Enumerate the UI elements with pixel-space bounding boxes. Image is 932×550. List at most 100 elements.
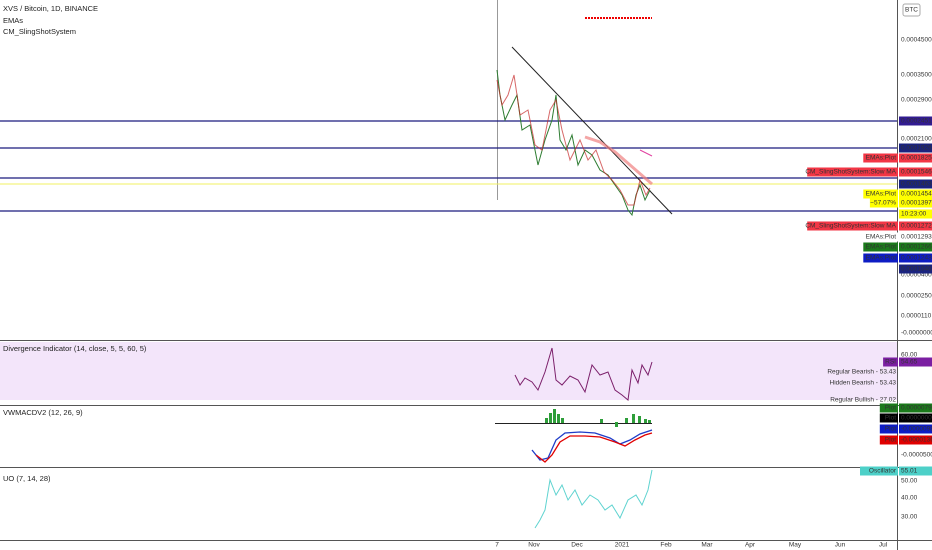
pane-title: UO (7, 14, 28) [3, 474, 51, 483]
price-tag-box [899, 198, 932, 208]
price-tag-label-box [883, 357, 898, 367]
price-tag-box [899, 153, 932, 163]
time-axis-label: May [789, 542, 802, 549]
price-tag-label: EMAs:Plot [866, 234, 897, 241]
indicator-name: EMAs [3, 16, 23, 25]
price-tag-label: EMAs:Plot [866, 244, 897, 251]
price-tag-label-box [807, 167, 898, 177]
price-axis-label: 0.0002900 [901, 97, 932, 104]
price-axis-label: 0.0004500 [901, 37, 932, 44]
price-tag-value: 0.0001243 [901, 255, 932, 262]
price-tag-label-box [863, 253, 898, 263]
price-tag-label-box [860, 466, 898, 476]
price-tag-label: Oscillator [869, 468, 897, 475]
price-tag-label: EMAs:Plot [866, 255, 897, 262]
currency-box [902, 3, 921, 17]
pane-axis-label: 50.00 [901, 478, 918, 485]
price-tag-value: 0.0001266 [901, 244, 932, 251]
price-tag-label-box [863, 189, 898, 199]
price-tag-value: -0.0000136 [901, 437, 932, 444]
time-axis-label: 7 [495, 542, 499, 549]
price-tag-label: CM_SlingShotSystem:Slow MA [805, 223, 896, 230]
horizontal-levels [0, 120, 897, 212]
time-axis-label: Jul [879, 542, 888, 549]
price-axis-label: 0.0003500 [901, 72, 932, 79]
price-tag-box [899, 242, 932, 252]
divergence-note: Regular Bearish - 53.43 [827, 369, 896, 376]
signal-line [535, 432, 653, 463]
currency: BTC [905, 7, 918, 14]
price-tag-label: Plot [885, 405, 896, 412]
pane-axis-label: -0.0000500 [901, 452, 932, 459]
price-tag-label-box [863, 232, 898, 242]
price-tag-value: 0.0001546 [901, 169, 932, 176]
price-tag-value: 0.0001397 [901, 200, 932, 207]
price-tag-label-box [879, 403, 898, 413]
price-tag-box [899, 209, 932, 219]
price-tag-label-box [879, 413, 898, 423]
price-tag-value: 10:23:00 [901, 211, 927, 218]
price-tag-box [899, 424, 932, 434]
slow-ma [584, 135, 653, 186]
price-tag-value: 0.0001046 [901, 266, 932, 273]
price-tag-label: EMAs:Plot [866, 191, 897, 198]
price-tag-value: 0.0001926 [901, 145, 932, 152]
price-axis-label: 0.0000250 [901, 293, 932, 300]
price-tag-label: Plot [885, 426, 896, 433]
price-axis-label: 0.0002100 [901, 136, 932, 143]
price-tag-box [899, 403, 932, 413]
price-series-2 [496, 74, 651, 206]
price-tag-label: −57.07% [870, 200, 896, 207]
price-tag-value: -0.0000098 [901, 426, 932, 433]
price-tag-value: 0.0001463 [901, 181, 932, 188]
price-tag-label-box [879, 424, 898, 434]
price-tag-label: EMAs:Plot [866, 155, 897, 162]
macd-line [531, 429, 653, 461]
price-tag-label: Plot [885, 437, 896, 444]
pane-title: VWMACDV2 (12, 26, 9) [3, 408, 83, 417]
trend-line [511, 46, 673, 215]
price-tag-box [899, 357, 932, 367]
price-tag-label: CM_SlingShotSystem:Slow MA [805, 169, 896, 176]
time-axis-label: Apr [745, 542, 756, 549]
price-tag-box [899, 466, 932, 476]
price-tag-box [899, 232, 932, 242]
price-series [496, 69, 651, 217]
price-tag-value: 54.65 [901, 359, 918, 366]
price-tag-box [899, 179, 932, 189]
price-tag-box [899, 413, 932, 423]
price-tag-label: RSI [885, 359, 896, 366]
price-tag-value: 0.0001272 [901, 223, 932, 230]
price-tag-box [899, 253, 932, 263]
price-tag-label: Plot [885, 415, 896, 422]
price-tag-label-box [879, 435, 898, 445]
price-tag-box [899, 221, 932, 231]
time-axis-label: Feb [660, 542, 672, 549]
price-tag-box [899, 435, 932, 445]
divergence-note: Regular Bullish - 27.02 [830, 397, 896, 404]
time-axis-label: Mar [701, 542, 713, 549]
pane-axis-label: 40.00 [901, 495, 918, 502]
rsi-band [0, 342, 897, 400]
price-tag-value: 0.0000079 [901, 405, 932, 412]
price-tag-label-box [807, 221, 898, 231]
price-tag-value: 0.0001454 [901, 191, 932, 198]
price-tag-value: 0.0001293 [901, 234, 932, 241]
divergence-note: Hidden Bearish - 53.43 [830, 380, 897, 387]
price-tag-value: 55.01 [901, 468, 918, 475]
price-axis-label: -0.0000000 [901, 330, 932, 337]
price-tag-label-box [863, 153, 898, 163]
ema [639, 149, 653, 157]
price-tag-box [899, 264, 932, 274]
price-tag-box [899, 116, 932, 126]
price-axis-label: 0.0000400 [901, 272, 932, 279]
indicator-name: CM_SlingShotSystem [3, 27, 76, 36]
rsi-line [514, 347, 653, 401]
macd-histogram [545, 409, 651, 427]
uo-line [534, 469, 653, 529]
price-tag-box [899, 143, 932, 153]
symbol-title: XVS / Bitcoin, 1D, BINANCE [3, 4, 98, 13]
pane-title: Divergence Indicator (14, close, 5, 5, 6… [3, 344, 147, 353]
